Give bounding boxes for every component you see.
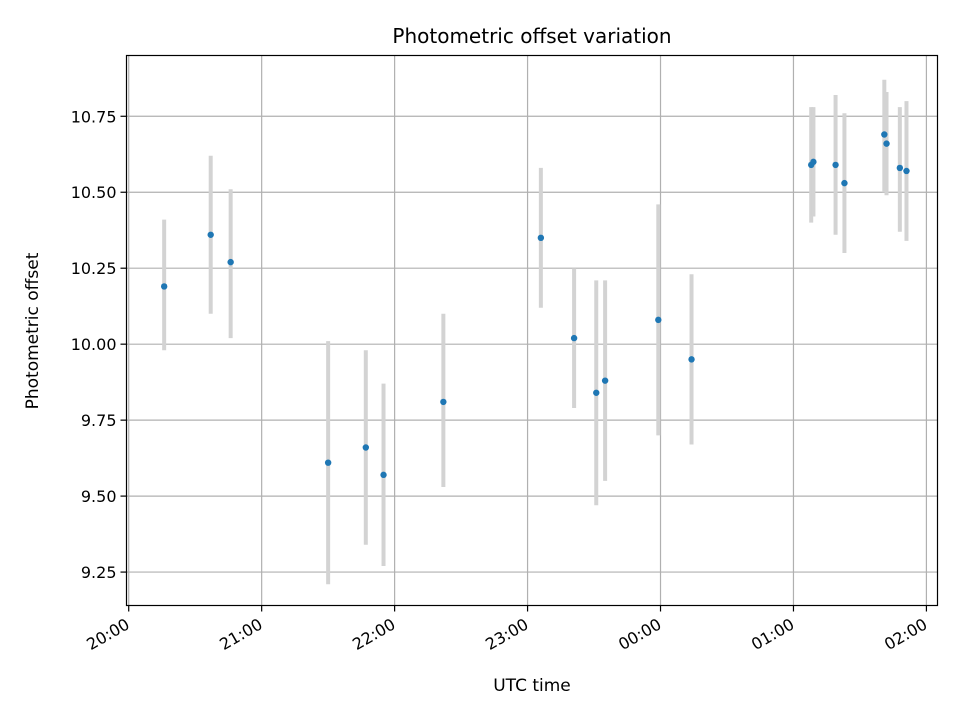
plot-frame [125, 54, 939, 607]
data-point [655, 316, 662, 324]
y-axis-title: Photometric offset [23, 252, 43, 409]
x-axis-title: UTC time [493, 676, 571, 696]
data-point [570, 334, 578, 342]
data-point [324, 459, 332, 466]
data-point [537, 234, 545, 242]
grid [126, 55, 938, 606]
data-point [810, 158, 817, 166]
y-tick-label: 10.75 [71, 107, 117, 126]
y-tick-label: 10.25 [71, 259, 117, 278]
data-point [903, 167, 910, 175]
y-tick-label: 9.50 [81, 487, 117, 506]
y-tick-label: 10.00 [71, 335, 117, 354]
data-point [688, 356, 695, 363]
y-axis-ticks: 9.25 9.50 9.75 10.00 10.25 10.50 10.75 [71, 107, 127, 582]
chart-title: Photometric offset variation [392, 24, 671, 48]
data-point [896, 164, 904, 172]
y-tick-label: 9.25 [81, 563, 117, 582]
data-point [881, 131, 888, 138]
data-point [832, 161, 839, 169]
data-point [883, 140, 890, 147]
data-point [841, 179, 848, 187]
data-point [380, 471, 387, 479]
data-point [593, 389, 600, 396]
data-point [160, 283, 168, 290]
y-tick-label: 10.50 [71, 183, 117, 202]
y-tick-label: 9.75 [81, 411, 117, 430]
data-point [601, 377, 609, 384]
data-point [362, 444, 370, 451]
data-point [227, 258, 234, 266]
data-point [440, 398, 447, 406]
data-point [207, 231, 214, 238]
data-points [160, 131, 910, 479]
